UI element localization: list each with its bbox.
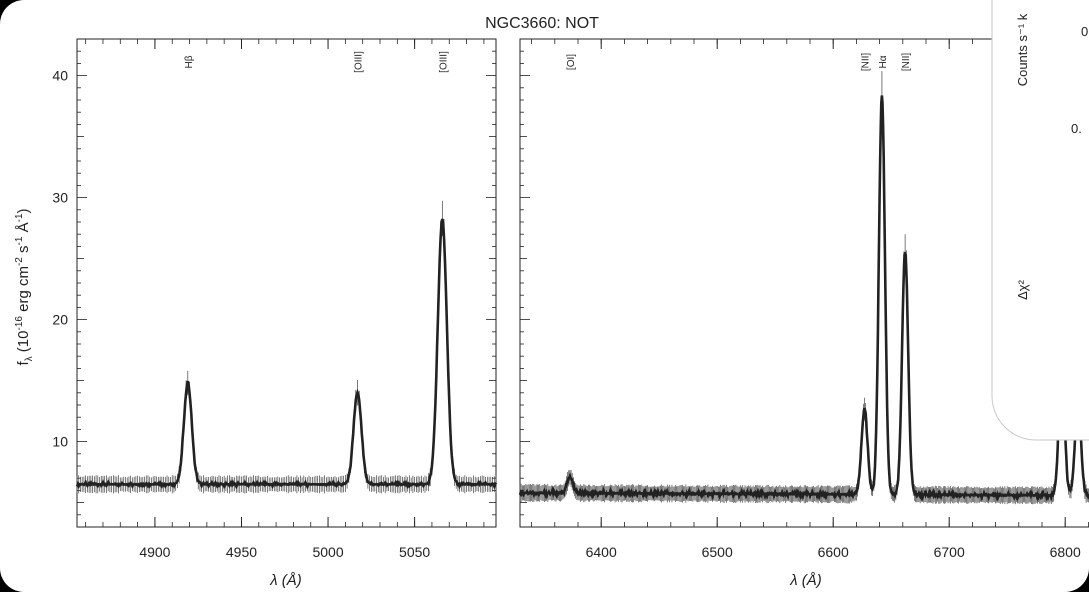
overlay-top-ylabel: Counts s⁻¹ k (1015, 13, 1030, 86)
chart-title: NGC3660: NOT (485, 15, 599, 32)
y-axis-label-exp4: -1 (14, 213, 25, 222)
left-emission-line-label: [OIII] (438, 51, 449, 73)
y-tick-label: 40 (52, 68, 68, 84)
right-x-tick-label: 6500 (702, 544, 733, 560)
overlay-card: Counts s⁻¹ k Δχ² 0 0. (991, 0, 1089, 441)
right-x-tick-label: 6600 (818, 544, 849, 560)
right-panel-tick-labels: 6400 6500 6600 6700 6800 (586, 544, 1081, 560)
y-axis-label-erg: erg cm (15, 266, 32, 316)
y-axis-label-sub: λ (24, 356, 35, 361)
overlay-card-panel (991, 0, 1089, 441)
right-emission-line-label: [NII] (901, 53, 912, 72)
right-x-tick-label: 6700 (934, 544, 965, 560)
y-axis-label-exp3: -1 (14, 236, 25, 245)
overlay-tick-top: 0 (1081, 24, 1088, 39)
right-spectrum-line (518, 95, 1089, 503)
y-axis-label: fλ (10-16 erg cm-2 s-1 Å-1) (14, 208, 35, 365)
right-x-axis-label: λ (Å) (789, 572, 822, 589)
left-x-tick-label: 5050 (399, 544, 430, 560)
left-panel-tick-labels: 4900 4950 5000 5050 10 20 30 40 (52, 68, 430, 560)
left-x-tick-label: 5000 (312, 544, 343, 560)
y-tick-label: 10 (52, 434, 68, 450)
left-x-tick-label: 4900 (139, 544, 170, 560)
right-x-tick-label: 6400 (586, 544, 617, 560)
left-emission-line-label: [OIII] (353, 51, 364, 73)
y-axis-label-f: f (15, 361, 32, 366)
y-tick-label: 20 (52, 312, 68, 328)
overlay-tick-mid: 0. (1071, 121, 1082, 136)
left-x-axis-label: λ (Å) (269, 572, 302, 589)
y-axis-label-open: (10 (15, 331, 32, 357)
left-emission-line-label: Hβ (184, 55, 195, 68)
left-panel-ticks (77, 38, 496, 528)
right-emission-line-label: [NII] (861, 53, 872, 72)
left-panel-line-labels: Hβ [OIII] [OIII] (184, 51, 450, 73)
overlay-bottom-ylabel: Δχ² (1015, 279, 1030, 300)
right-x-tick-label: 6800 (1050, 544, 1081, 560)
left-x-tick-label: 4950 (226, 544, 257, 560)
right-emission-line-label: [OI] (566, 54, 577, 70)
right-emission-line-label: Hα (878, 55, 889, 68)
y-tick-label: 30 (52, 190, 68, 206)
left-spectrum-line (75, 218, 498, 490)
y-axis-label-s: s (15, 245, 32, 257)
y-axis-label-exp2: -2 (14, 257, 25, 266)
y-axis-label-ang: Å (15, 222, 32, 236)
right-panel-line-labels: [OI] [NII] Hα [NII] (566, 53, 912, 72)
y-axis-label-exp1: -16 (14, 316, 25, 331)
y-axis-label-close: ) (15, 208, 32, 213)
